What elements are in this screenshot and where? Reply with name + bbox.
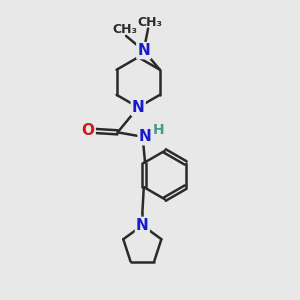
Text: CH₃: CH₃ (112, 23, 137, 36)
Text: O: O (82, 123, 95, 138)
Text: N: N (132, 100, 145, 115)
Text: N: N (137, 43, 150, 58)
Text: N: N (136, 218, 149, 233)
Text: H: H (153, 123, 165, 137)
Text: CH₃: CH₃ (137, 16, 162, 28)
Text: N: N (139, 129, 152, 144)
